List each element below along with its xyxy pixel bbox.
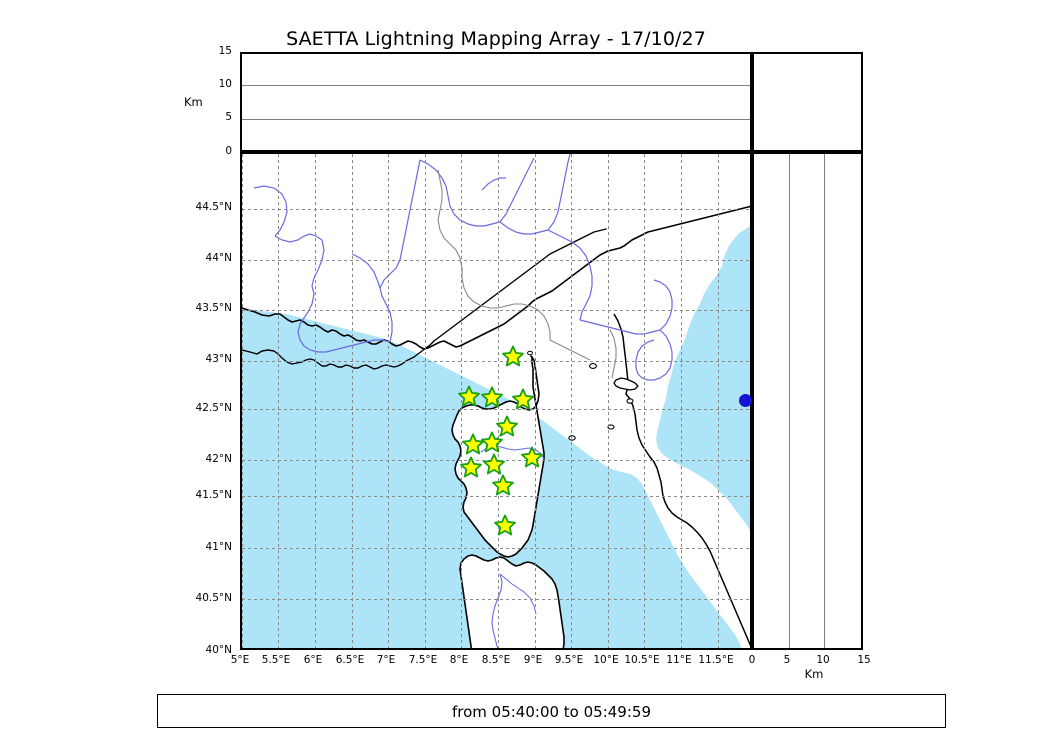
map-xtick-6-5: 6.5°E <box>335 654 365 666</box>
graticule-lon-9 <box>535 154 536 648</box>
right-panel-gridline-10 <box>824 154 826 648</box>
map-xtick-7-5: 7.5°E <box>408 654 438 666</box>
map-ytick-41: 41°N <box>205 541 232 553</box>
top-panel-gridline-10 <box>242 85 750 87</box>
graticule-lon-11-5 <box>718 154 719 648</box>
graticule-lon-7 <box>388 154 389 648</box>
top-panel-ytick-5: 5 <box>225 111 232 123</box>
top-panel-gridline-5 <box>242 118 750 120</box>
islet-1 <box>626 398 634 404</box>
time-range-caption: from 05:40:00 to 05:49:59 <box>451 703 651 721</box>
map-xtick-9: 9°E <box>523 654 543 666</box>
graticule-lon-10 <box>608 154 609 648</box>
map-ytick-43: 43°N <box>205 353 232 365</box>
map-xtick-5-5: 5.5°E <box>261 654 291 666</box>
graticule-lat-44-5 <box>242 209 750 210</box>
graticule-lat-43 <box>242 361 750 362</box>
graticule-lon-5 <box>242 154 243 648</box>
altitude-longitude-panel <box>240 52 752 152</box>
graticule-lat-41 <box>242 548 750 549</box>
graticule-lon-6-5 <box>352 154 353 648</box>
graticule-lat-41-5 <box>242 496 750 497</box>
graticule-lat-40-5 <box>242 599 750 600</box>
map-xtick-6: 6°E <box>303 654 323 666</box>
altitude-histogram-panel <box>752 52 863 152</box>
graticule-lat-43-5 <box>242 310 750 311</box>
sardinia-rivers <box>491 573 503 648</box>
graticule-lon-7-5 <box>425 154 426 648</box>
page-title: SAETTA Lightning Mapping Array - 17/10/2… <box>286 28 706 50</box>
graticule-lat-44 <box>242 260 750 261</box>
mainland-landmass <box>242 154 750 648</box>
graticule-lon-11 <box>681 154 682 648</box>
sardinia-river-2 <box>499 573 537 615</box>
mainland-rivers <box>253 154 673 381</box>
right-panel-xtick-15: 15 <box>857 654 871 666</box>
map-ytick-44-5: 44.5°N <box>195 201 232 213</box>
map-panel[interactable] <box>240 152 752 650</box>
map-ytick-42: 42°N <box>205 453 232 465</box>
map-ytick-41-5: 41.5°N <box>195 489 232 501</box>
time-range-caption-box: from 05:40:00 to 05:49:59 <box>157 694 946 728</box>
graticule-lon-8 <box>461 154 462 648</box>
map-ytick-40: 40°N <box>205 644 232 656</box>
top-panel-ylabel: Km <box>184 95 203 109</box>
islet-2 <box>589 363 597 369</box>
islet-5 <box>527 350 533 356</box>
vhf-source-point[interactable] <box>739 394 752 407</box>
map-xtick-10-5: 10.5°E <box>624 654 660 666</box>
right-panel-gridline-5 <box>788 154 790 648</box>
islet-4 <box>568 435 576 441</box>
map-geography <box>242 154 750 648</box>
graticule-lon-9-5 <box>571 154 572 648</box>
right-panel-xtick-10: 10 <box>816 654 830 666</box>
map-xtick-11: 11°E <box>666 654 692 666</box>
map-xtick-9-5: 9.5°E <box>554 654 584 666</box>
admin-borders <box>437 169 617 379</box>
elba-island <box>613 377 639 391</box>
map-xtick-7: 7°E <box>376 654 396 666</box>
map-ytick-42-5: 42.5°N <box>195 402 232 414</box>
map-xtick-8-5: 8.5°E <box>481 654 511 666</box>
mainland-coastline <box>242 205 750 350</box>
map-ytick-44: 44°N <box>205 252 232 264</box>
map-xtick-10: 10°E <box>593 654 619 666</box>
graticule-lon-5-5 <box>278 154 279 648</box>
graticule-lon-6 <box>315 154 316 648</box>
top-panel-ytick-15: 15 <box>218 45 232 57</box>
graticule-lon-8-5 <box>498 154 499 648</box>
map-xtick-11-5: 11.5°E <box>698 654 734 666</box>
italy-west-coast <box>625 393 750 647</box>
graticule-lon-10-5 <box>644 154 645 648</box>
right-panel-xlabel: Km <box>804 667 824 681</box>
map-xtick-8: 8°E <box>449 654 469 666</box>
map-ytick-43-5: 43.5°N <box>195 302 232 314</box>
top-panel-ytick-0: 0 <box>225 145 232 157</box>
latitude-altitude-panel <box>752 152 863 650</box>
right-panel-xtick-0: 0 <box>748 654 756 666</box>
map-ytick-40-5: 40.5°N <box>195 592 232 604</box>
right-panel-xtick-5: 5 <box>783 654 791 666</box>
sardinia-island <box>459 554 565 648</box>
map-xtick-5: 5°E <box>230 654 250 666</box>
graticule-lat-42-5 <box>242 409 750 410</box>
top-panel-ytick-10: 10 <box>218 78 232 90</box>
